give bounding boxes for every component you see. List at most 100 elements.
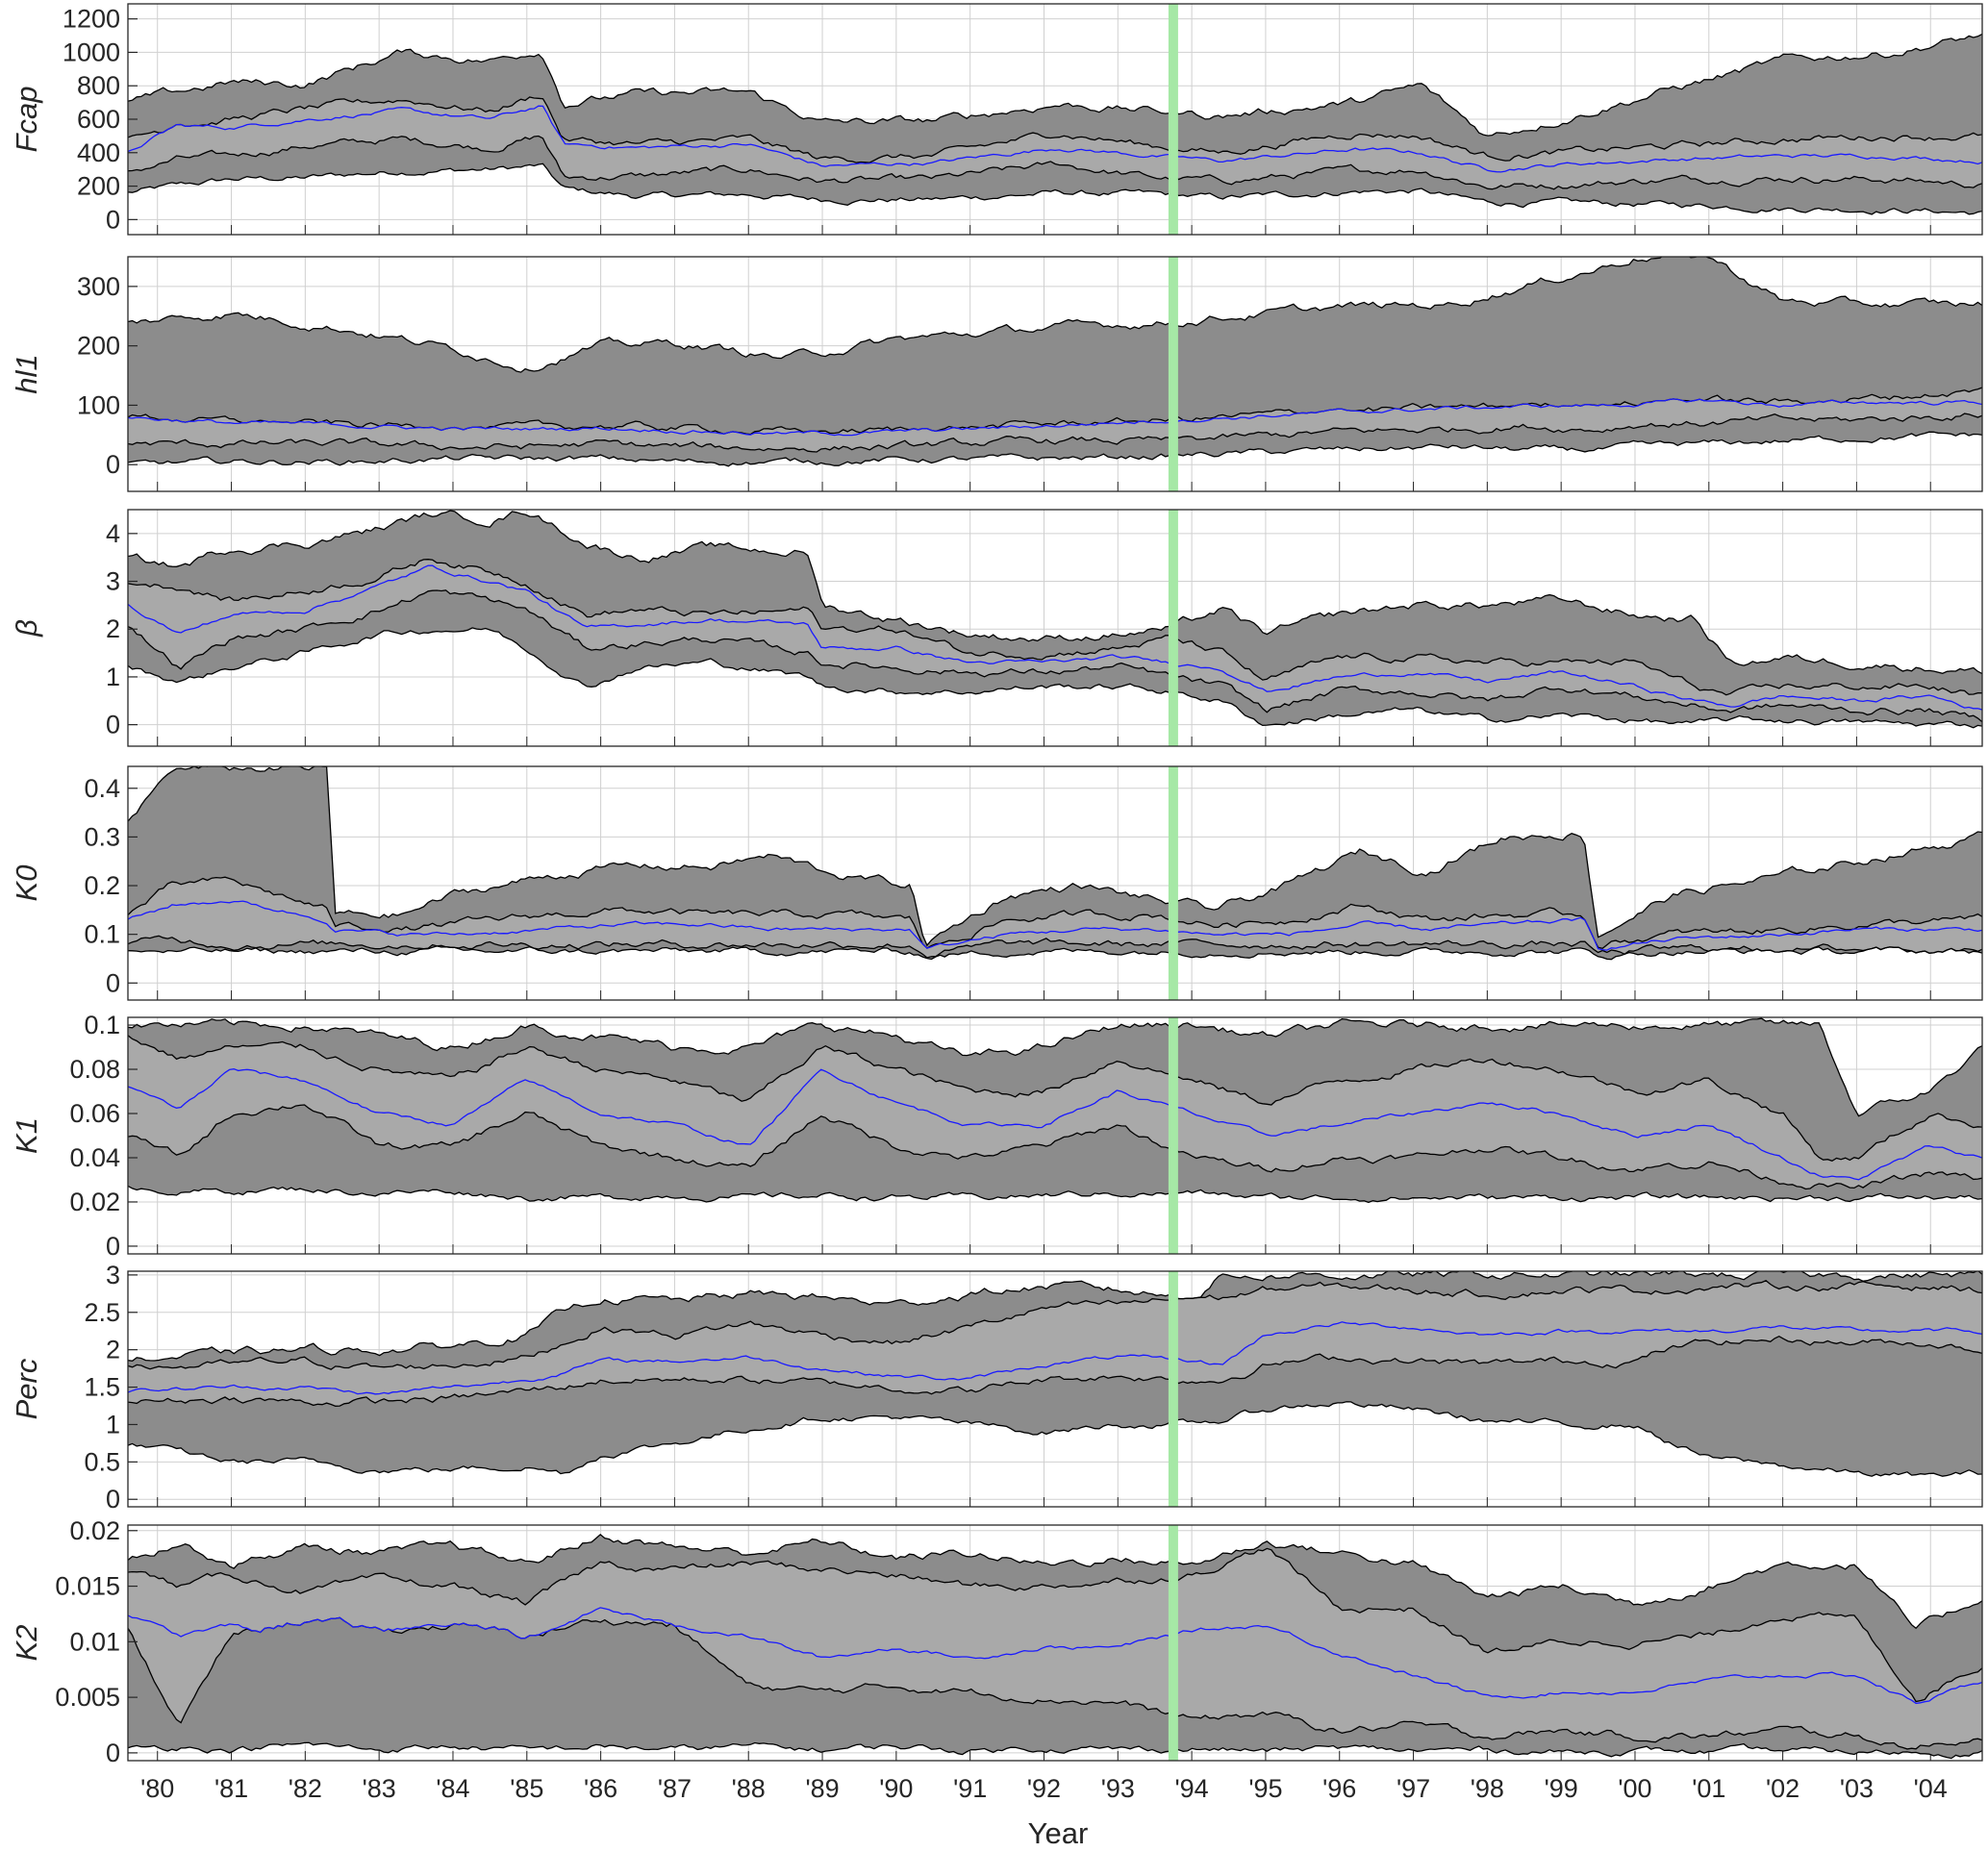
x-axis-label: Year — [1028, 1816, 1089, 1850]
event-marker — [1168, 766, 1178, 1000]
plot-area — [128, 1271, 1982, 1477]
line-median — [128, 564, 1982, 711]
y-tick-label: 600 — [77, 105, 120, 134]
line-lower — [128, 1185, 1982, 1204]
y-tick-label: 0 — [106, 1485, 120, 1514]
y-tick-label: 1200 — [63, 5, 120, 34]
inner-band — [128, 559, 1982, 722]
y-tick-label: 1 — [106, 663, 120, 691]
x-tick-label: '92 — [1027, 1774, 1061, 1803]
line-upper — [128, 257, 1982, 373]
x-tick-label: '89 — [805, 1774, 839, 1803]
panel-k1-4: 0 0.02 0.04 0.06 0.08 0.1 K1 — [10, 1011, 1983, 1261]
y-tick-label: 0 — [106, 205, 120, 234]
inner-band — [128, 1548, 1982, 1749]
plot-area — [128, 33, 1982, 215]
line-median — [128, 900, 1982, 951]
inner-band — [128, 388, 1982, 452]
line-p75 — [128, 1035, 1982, 1163]
y-tick-label: 3 — [106, 567, 120, 596]
x-tick-label: '93 — [1101, 1774, 1135, 1803]
y-tick-label: 1000 — [63, 38, 120, 66]
outer-band — [128, 766, 1982, 960]
line-p25 — [128, 935, 1982, 959]
line-lower — [128, 431, 1982, 467]
plot-area — [128, 257, 1982, 467]
plot-area — [128, 1533, 1982, 1760]
y-tick-label: 3 — [106, 1261, 120, 1289]
line-upper — [128, 510, 1982, 675]
y-tick-label: 0 — [106, 968, 120, 997]
y-tick-label: 200 — [77, 172, 120, 201]
grid — [128, 766, 1982, 1000]
y-tick-label: 2 — [106, 1336, 120, 1364]
axes-box — [127, 256, 1983, 492]
y-tick-label: 0.1 — [84, 1011, 120, 1039]
line-lower — [128, 1401, 1982, 1477]
event-marker — [1168, 1017, 1178, 1254]
line-lower — [128, 1741, 1982, 1760]
line-p75 — [128, 559, 1982, 696]
event-marker — [1168, 1271, 1178, 1507]
panel-k2-6: 0 0.005 0.01 0.015 0.02 K2 — [10, 1516, 1983, 1767]
line-median — [128, 105, 1982, 173]
plot-area — [128, 1017, 1982, 1204]
event-marker — [1168, 4, 1178, 235]
y-tick-label: 0 — [106, 1739, 120, 1767]
x-tick-label: '80 — [140, 1774, 174, 1803]
y-axis-label: K2 — [10, 1625, 43, 1662]
x-tick-label: '91 — [953, 1774, 987, 1803]
x-tick-label: '02 — [1766, 1774, 1799, 1803]
y-tick-label: 800 — [77, 71, 120, 100]
y-axis-label: hl1 — [10, 354, 43, 393]
y-tick-label: 0.015 — [55, 1572, 120, 1601]
y-tick-label: 0.2 — [84, 871, 120, 900]
y-axis-label: K1 — [10, 1117, 43, 1154]
inner-band — [128, 877, 1982, 958]
x-tick-label: '00 — [1618, 1774, 1651, 1803]
x-tick-label: '90 — [879, 1774, 913, 1803]
line-median — [128, 1068, 1982, 1181]
plot-area — [128, 766, 1982, 961]
event-marker — [1168, 257, 1178, 491]
axes-box — [127, 1524, 1983, 1762]
line-p25 — [128, 1616, 1982, 1750]
panel-hl1-1: 0 100 200 300 hl1 — [10, 256, 1983, 492]
y-tick-label: 0 — [106, 1232, 120, 1261]
y-tick-label: 4 — [106, 519, 120, 548]
panel-fcap-0: 0 200 400 600 800 1000 1200 Fcap — [10, 3, 1983, 236]
y-tick-label: 0.06 — [69, 1099, 120, 1128]
panel--2: 0 1 2 3 4 β — [10, 509, 1983, 747]
line-p75 — [128, 1547, 1982, 1703]
y-tick-label: 200 — [77, 332, 120, 361]
x-tick-label: '82 — [289, 1774, 322, 1803]
x-tick-labels: '80 '81 '82 '83 '84 '85 '86 '87 '88 '89 '90 '91 '92 '… — [140, 1774, 1948, 1803]
line-median — [128, 1321, 1982, 1395]
x-tick-label: '03 — [1840, 1774, 1874, 1803]
y-tick-label: 400 — [77, 138, 120, 167]
inner-band — [128, 1280, 1982, 1407]
axes-box — [127, 1016, 1983, 1255]
line-p25 — [128, 589, 1982, 723]
x-tick-label: '97 — [1397, 1774, 1430, 1803]
line-p25 — [128, 413, 1982, 453]
x-tick-label: '86 — [584, 1774, 617, 1803]
y-tick-label: 0 — [106, 711, 120, 739]
y-tick-label: 300 — [77, 272, 120, 301]
panel-k0-3: 0 0.1 0.2 0.3 0.4 K0 — [10, 765, 1983, 1001]
x-tick-label: '99 — [1545, 1774, 1578, 1803]
x-tick-label: '87 — [658, 1774, 692, 1803]
x-tick-label: '04 — [1914, 1774, 1948, 1803]
y-tick-label: 2.5 — [84, 1298, 120, 1327]
x-tick-label: '85 — [510, 1774, 543, 1803]
y-tick-label: 100 — [77, 390, 120, 419]
y-tick-label: 0.005 — [55, 1683, 120, 1712]
line-p25 — [128, 1104, 1982, 1190]
y-tick-label: 0.02 — [69, 1188, 120, 1216]
event-marker — [1168, 1525, 1178, 1761]
y-axis-label: Perc — [10, 1358, 43, 1419]
line-median — [128, 1607, 1982, 1705]
x-tick-label: '95 — [1248, 1774, 1282, 1803]
axes-box — [127, 509, 1983, 747]
